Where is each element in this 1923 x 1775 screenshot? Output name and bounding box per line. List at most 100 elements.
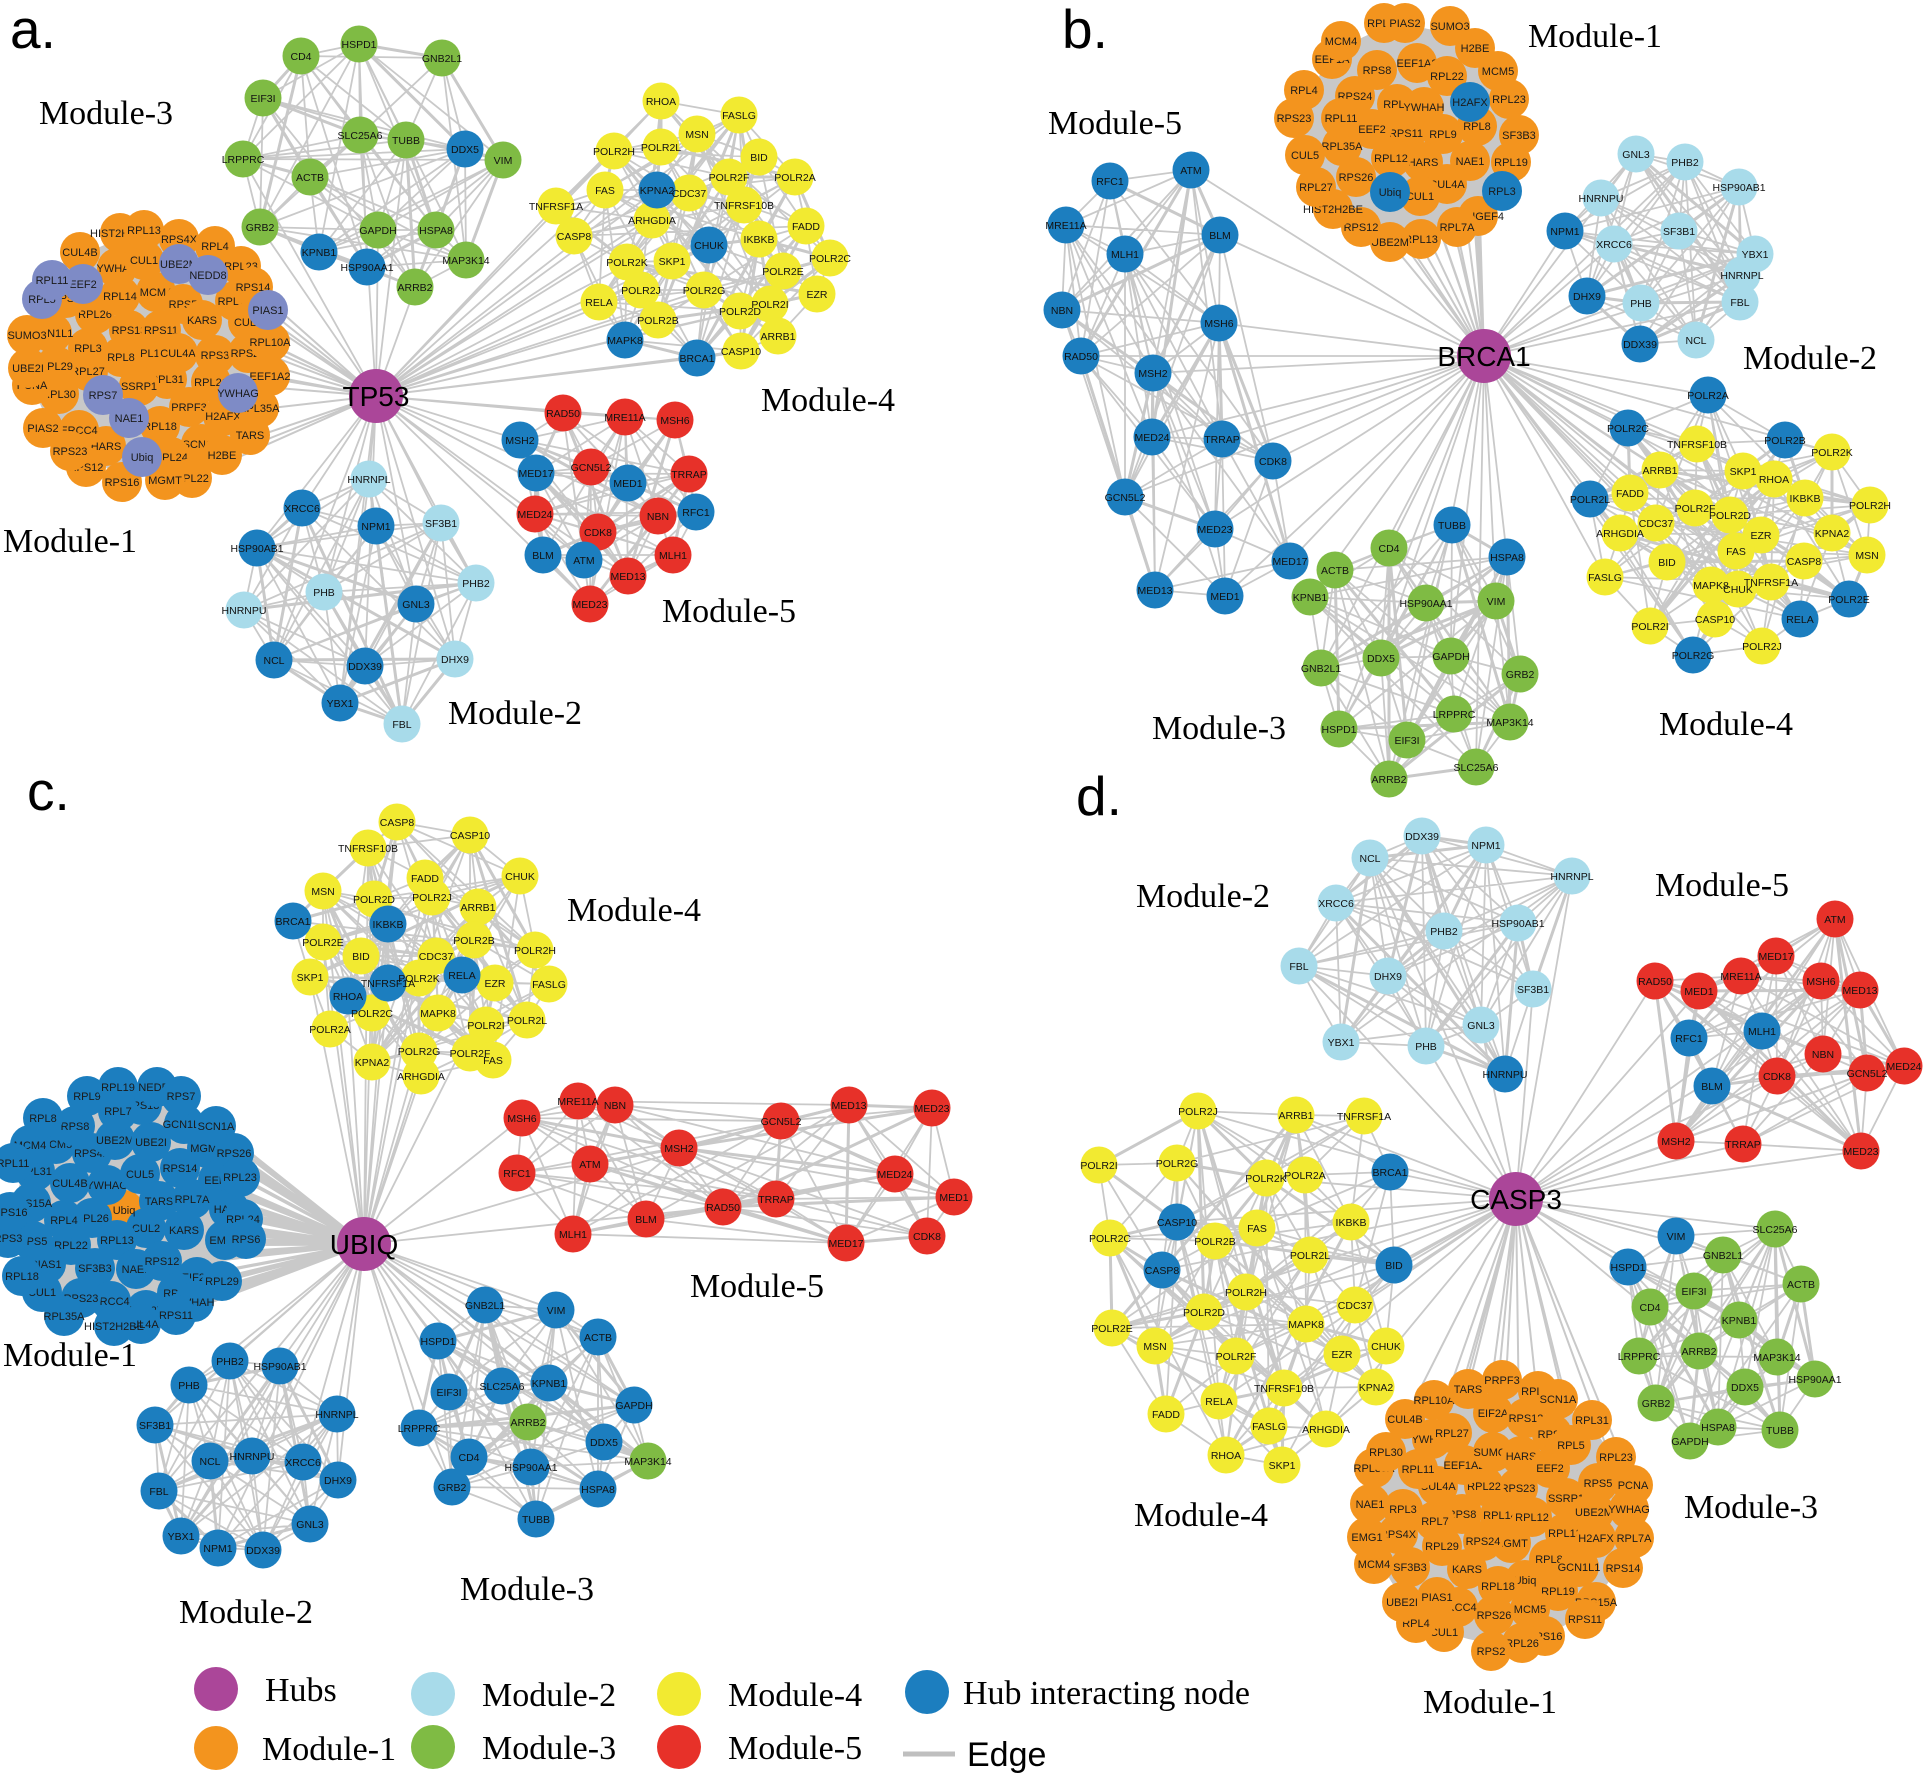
svg-text:MAPK8: MAPK8	[607, 335, 643, 347]
svg-text:CHUK: CHUK	[1371, 1341, 1401, 1353]
svg-text:RPS8: RPS8	[1448, 1509, 1477, 1521]
svg-text:GRB2: GRB2	[1642, 1398, 1671, 1410]
svg-text:FAS: FAS	[1726, 546, 1746, 558]
svg-text:UBE2M: UBE2M	[160, 259, 198, 271]
svg-text:RPL29: RPL29	[205, 1276, 239, 1288]
svg-text:MED17: MED17	[1272, 556, 1307, 568]
svg-text:MED13: MED13	[610, 571, 645, 583]
svg-text:H2AFX: H2AFX	[205, 411, 241, 423]
svg-text:POLR2C: POLR2C	[809, 253, 851, 265]
svg-text:Module-2: Module-2	[1743, 340, 1877, 377]
svg-text:KPNA2: KPNA2	[1815, 528, 1850, 540]
svg-text:ARRB1: ARRB1	[1278, 1110, 1313, 1122]
svg-text:ARHGDIA: ARHGDIA	[1596, 528, 1644, 540]
svg-text:MLH1: MLH1	[559, 1229, 587, 1241]
svg-text:UBE2M: UBE2M	[1371, 237, 1409, 249]
svg-text:SF3B3: SF3B3	[1502, 130, 1536, 142]
svg-text:YWHAG: YWHAG	[217, 388, 259, 400]
svg-text:SCN1A: SCN1A	[1540, 1394, 1577, 1406]
svg-text:BID: BID	[1385, 1260, 1403, 1272]
svg-text:TNFRSF1A: TNFRSF1A	[1337, 1111, 1391, 1123]
svg-text:GNL3: GNL3	[1467, 1020, 1495, 1032]
svg-text:HSPD1: HSPD1	[341, 39, 376, 51]
svg-text:CASP8: CASP8	[1145, 1265, 1180, 1277]
svg-text:GNB2L1: GNB2L1	[465, 1300, 505, 1312]
svg-text:GCN5L2: GCN5L2	[571, 462, 612, 474]
svg-text:FAS: FAS	[483, 1055, 503, 1067]
svg-text:RFC1: RFC1	[1096, 176, 1124, 188]
svg-text:VIM: VIM	[1667, 1231, 1686, 1243]
svg-text:LRPPRC: LRPPRC	[222, 154, 265, 166]
svg-text:RPL4: RPL4	[1402, 1618, 1430, 1630]
svg-text:EIF2A: EIF2A	[1478, 1408, 1509, 1420]
svg-text:MED1: MED1	[613, 478, 642, 490]
svg-text:CUL5: CUL5	[1291, 150, 1319, 162]
svg-text:MAP3K14: MAP3K14	[624, 1456, 671, 1468]
svg-text:LRPPRC: LRPPRC	[398, 1423, 441, 1435]
svg-text:NAE1: NAE1	[115, 413, 144, 425]
svg-text:HSPD1: HSPD1	[1610, 1262, 1645, 1274]
svg-text:MSH6: MSH6	[507, 1113, 536, 1125]
svg-text:POLR2C: POLR2C	[1607, 423, 1649, 435]
svg-text:RPL3: RPL3	[1389, 1504, 1417, 1516]
svg-text:BLM: BLM	[1209, 230, 1231, 242]
svg-text:HSPA8: HSPA8	[581, 1484, 615, 1496]
svg-text:RPS11: RPS11	[144, 325, 178, 337]
svg-text:MED24: MED24	[1134, 432, 1169, 444]
svg-text:MGMT: MGMT	[148, 475, 182, 487]
svg-text:GCN1L1: GCN1L1	[1558, 1562, 1601, 1574]
svg-text:POLR2B: POLR2B	[637, 315, 678, 327]
svg-text:RPS11: RPS11	[159, 1310, 193, 1322]
svg-text:Module-3: Module-3	[1152, 710, 1286, 747]
svg-text:ARRB2: ARRB2	[1371, 774, 1406, 786]
svg-text:EIF3I: EIF3I	[250, 93, 275, 105]
svg-text:RPL19: RPL19	[1494, 157, 1528, 169]
svg-text:RPS11: RPS11	[1568, 1614, 1602, 1626]
svg-text:NCL: NCL	[1685, 335, 1706, 347]
svg-text:BRCA1: BRCA1	[275, 916, 310, 928]
svg-text:POLR2F: POLR2F	[709, 172, 750, 184]
svg-text:RPS8: RPS8	[61, 1121, 90, 1133]
svg-text:TUBB: TUBB	[1766, 1425, 1794, 1437]
svg-text:POLR2J: POLR2J	[412, 892, 452, 904]
svg-text:RPS7: RPS7	[89, 390, 118, 402]
svg-text:PHB: PHB	[1630, 298, 1652, 310]
svg-text:ACTB: ACTB	[1321, 565, 1349, 577]
svg-text:HSPA8: HSPA8	[1490, 552, 1524, 564]
svg-text:POLR2H: POLR2H	[514, 945, 556, 957]
svg-text:Module-3: Module-3	[460, 1571, 594, 1608]
svg-text:CUL1: CUL1	[1430, 1627, 1458, 1639]
svg-text:Module-5: Module-5	[1655, 867, 1789, 904]
svg-text:Module-5: Module-5	[662, 593, 796, 630]
svg-text:MED24: MED24	[517, 509, 552, 521]
svg-text:BID: BID	[750, 152, 768, 164]
svg-text:GNL3: GNL3	[402, 599, 430, 611]
svg-text:KPNB1: KPNB1	[532, 1378, 567, 1390]
svg-text:SLC25A6: SLC25A6	[480, 1381, 525, 1393]
svg-text:HSPD1: HSPD1	[420, 1336, 455, 1348]
svg-text:NPM1: NPM1	[1550, 226, 1579, 238]
svg-text:HSP90AB1: HSP90AB1	[1712, 182, 1765, 194]
svg-text:MRE11A: MRE11A	[1045, 220, 1086, 232]
svg-text:RPL18: RPL18	[143, 421, 177, 433]
svg-text:MED23: MED23	[1197, 524, 1232, 536]
svg-text:RPL22: RPL22	[1467, 1481, 1501, 1493]
svg-text:POLR2I: POLR2I	[1631, 621, 1668, 633]
svg-text:YWHAH: YWHAH	[1404, 102, 1445, 114]
svg-text:CDK8: CDK8	[584, 527, 612, 539]
svg-text:RPL13: RPL13	[100, 1235, 134, 1247]
svg-text:GRB2: GRB2	[1506, 669, 1535, 681]
svg-text:CUL5: CUL5	[126, 1169, 154, 1181]
svg-text:RPL30: RPL30	[1369, 1447, 1403, 1459]
svg-text:RPL19: RPL19	[1541, 1586, 1575, 1598]
svg-text:CD4: CD4	[290, 51, 311, 63]
svg-text:POLR2D: POLR2D	[353, 894, 395, 906]
svg-text:GAPDH: GAPDH	[1671, 1436, 1708, 1448]
svg-text:RPL35A: RPL35A	[1322, 141, 1364, 153]
svg-text:TARS: TARS	[236, 430, 265, 442]
svg-text:RPL10A: RPL10A	[1414, 1395, 1456, 1407]
svg-text:TNFRSF1A: TNFRSF1A	[1744, 577, 1798, 589]
svg-text:EMG1: EMG1	[1351, 1532, 1382, 1544]
svg-text:EIF3I: EIF3I	[436, 1387, 461, 1399]
svg-text:HARS: HARS	[1408, 157, 1439, 169]
